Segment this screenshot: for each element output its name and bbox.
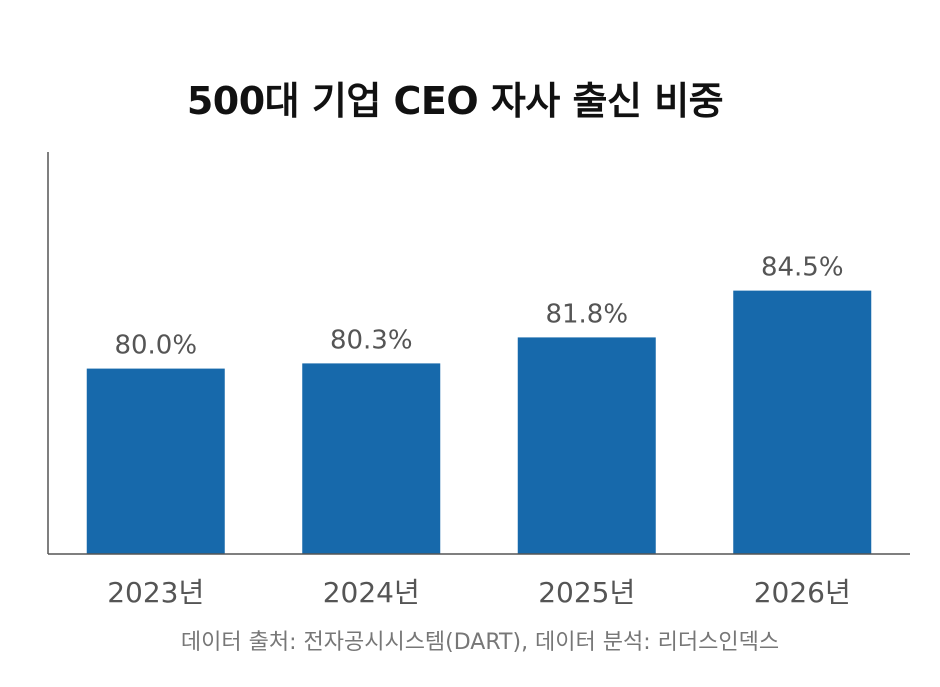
x-tick-label-1: 2024년 bbox=[323, 576, 420, 609]
value-label-1: 80.3% bbox=[330, 325, 413, 355]
chart-title: 500대 기업 CEO 자사 출신 비중 bbox=[186, 79, 724, 123]
value-label-2: 81.8% bbox=[545, 299, 628, 329]
bar-chart: 80.0% 80.3% 81.8% 84.5% 2023년 2024년 2025년 2026… bbox=[47, 152, 910, 609]
bars-group bbox=[86, 290, 872, 554]
x-tick-label-3: 2026년 bbox=[754, 576, 851, 609]
value-labels-group: 80.0% 80.3% 81.8% 84.5% bbox=[114, 253, 843, 361]
value-label-3: 84.5% bbox=[761, 253, 844, 283]
x-tick-label-0: 2023년 bbox=[107, 576, 204, 609]
source-note: 데이터 출처: 전자공시시스템(DART), 데이터 분석: 리더스인덱스 bbox=[180, 630, 780, 655]
bar-2 bbox=[517, 337, 656, 554]
bar-3 bbox=[733, 290, 872, 554]
x-tick-label-2: 2025년 bbox=[538, 576, 635, 609]
value-label-0: 80.0% bbox=[114, 331, 197, 361]
tick-labels-group: 2023년 2024년 2025년 2026년 bbox=[107, 576, 851, 609]
bar-1 bbox=[302, 363, 441, 554]
bar-0 bbox=[86, 368, 225, 554]
